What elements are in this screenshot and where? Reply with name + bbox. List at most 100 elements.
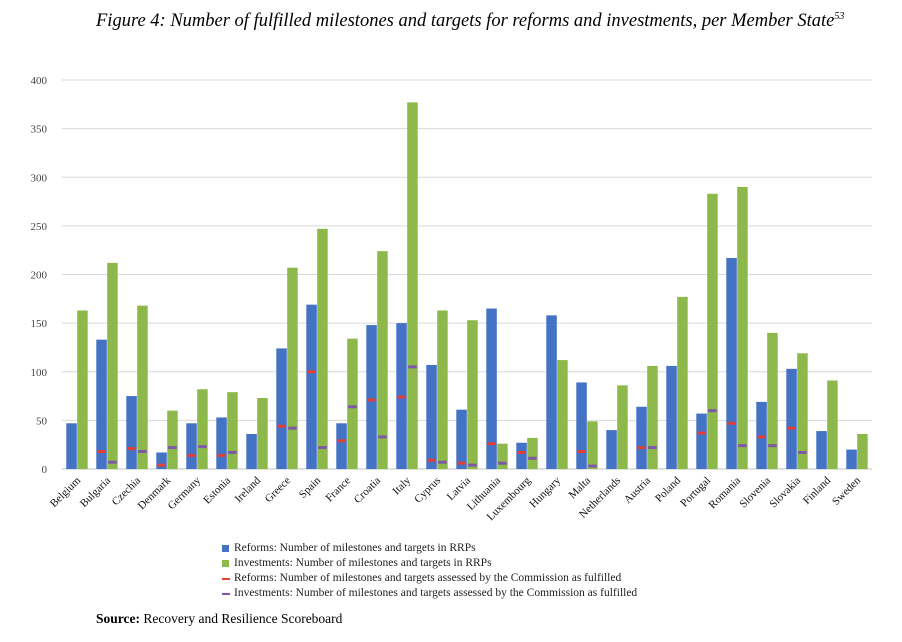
bar-reforms — [606, 430, 617, 469]
bars — [66, 102, 868, 470]
x-tick-label: Latvia — [445, 475, 473, 503]
bar-investments — [317, 228, 328, 469]
x-tick-label: Estonia — [201, 475, 233, 507]
bar-investments — [437, 310, 448, 469]
bar-investments — [797, 353, 808, 469]
gridlines — [62, 79, 872, 470]
marker-investments-fulfilled — [528, 456, 537, 460]
marker-reforms-fulfilled — [307, 370, 316, 374]
marker-reforms-fulfilled — [637, 446, 646, 450]
legend-label-investments-fulfilled: Investments: Number of milestones and ta… — [234, 587, 638, 599]
figure-title: Figure 4: Number of fulfilled milestones… — [96, 10, 876, 32]
bar-investments — [707, 193, 718, 469]
x-tick-label: Slovakia — [767, 475, 803, 511]
bar-investments — [137, 305, 148, 469]
x-tick-label: Malta — [566, 475, 593, 502]
y-tick-label: 400 — [31, 75, 48, 87]
source-text: Recovery and Resilience Scoreboard — [143, 611, 343, 626]
bar-investments — [407, 102, 418, 470]
marker-reforms-fulfilled — [517, 450, 526, 454]
marker-investments-fulfilled — [798, 450, 807, 454]
fulfilled-markers — [97, 365, 807, 468]
marker-investments-fulfilled — [138, 449, 147, 453]
x-axis-labels: BelgiumBulgariaCzechiaDenmarkGermanyEsto… — [48, 474, 864, 523]
marker-reforms-fulfilled — [127, 447, 136, 451]
y-tick-label: 50 — [36, 415, 48, 427]
marker-reforms-fulfilled — [217, 453, 226, 457]
marker-reforms-fulfilled — [757, 435, 766, 439]
bar-reforms — [516, 442, 527, 469]
bar-investments — [77, 310, 88, 469]
x-tick-label: Italy — [390, 474, 413, 497]
bar-investments — [167, 410, 178, 469]
x-tick-label: Romania — [707, 475, 744, 512]
marker-reforms-fulfilled — [337, 439, 346, 443]
marker-reforms-fulfilled — [787, 426, 796, 430]
marker-reforms-fulfilled — [397, 395, 406, 399]
y-tick-label: 200 — [31, 270, 48, 282]
bar-investments — [377, 251, 388, 469]
x-tick-label: Austria — [622, 475, 653, 506]
x-tick-label: Germany — [166, 474, 204, 512]
bar-reforms — [306, 304, 317, 469]
bar-investments — [497, 443, 508, 469]
marker-investments-fulfilled — [228, 450, 237, 454]
marker-investments-fulfilled — [768, 444, 777, 448]
marker-investments-fulfilled — [708, 409, 717, 413]
x-tick-label: Finland — [801, 474, 834, 507]
marker-investments-fulfilled — [318, 446, 327, 450]
bar-investments — [737, 186, 748, 469]
marker-investments-fulfilled — [408, 365, 417, 369]
y-tick-label: 0 — [42, 464, 48, 476]
marker-reforms-fulfilled — [367, 398, 376, 402]
y-tick-label: 150 — [31, 318, 48, 330]
bar-reforms — [816, 431, 827, 469]
marker-investments-fulfilled — [108, 460, 117, 464]
bar-reforms — [336, 423, 347, 469]
legend-item-reforms: Reforms: Number of milestones and target… — [222, 541, 637, 556]
marker-investments-fulfilled — [438, 460, 447, 464]
x-tick-label: Spain — [297, 474, 324, 501]
bar-investments — [587, 421, 598, 469]
bar-reforms — [426, 364, 437, 469]
bar-investments — [467, 320, 478, 469]
marker-investments-fulfilled — [348, 405, 357, 409]
legend-item-investments-fulfilled: Investments: Number of milestones and ta… — [222, 586, 637, 601]
marker-investments-fulfilled — [468, 463, 477, 467]
legend-swatch-reforms-fulfilled — [222, 577, 230, 580]
bar-reforms — [96, 339, 107, 469]
bar-investments — [647, 365, 658, 469]
bar-reforms — [576, 382, 587, 469]
bar-reforms — [456, 409, 467, 469]
y-tick-label: 100 — [31, 367, 48, 379]
bar-reforms — [546, 315, 557, 469]
bar-reforms — [276, 348, 287, 469]
source-note: Source: Recovery and Resilience Scoreboa… — [96, 611, 342, 627]
legend-label-reforms: Reforms: Number of milestones and target… — [234, 542, 476, 554]
bar-reforms — [846, 449, 857, 469]
bar-investments — [557, 360, 568, 469]
legend-label-reforms-fulfilled: Reforms: Number of milestones and target… — [234, 572, 622, 584]
bar-reforms — [786, 368, 797, 469]
y-axis-ticks: 0 50 100 150 200 250 300 350 400 — [31, 75, 48, 476]
bar-investments — [107, 262, 118, 469]
marker-reforms-fulfilled — [187, 453, 196, 457]
bar-investments — [347, 338, 358, 469]
y-tick-label: 250 — [31, 221, 48, 233]
legend: Reforms: Number of milestones and target… — [222, 541, 637, 601]
footnote-marker: 53 — [834, 10, 845, 22]
bar-investments — [677, 296, 688, 469]
marker-reforms-fulfilled — [97, 449, 106, 453]
bar-investments — [527, 437, 538, 469]
marker-reforms-fulfilled — [727, 421, 736, 425]
x-tick-label: Sweden — [830, 474, 863, 507]
marker-investments-fulfilled — [648, 446, 657, 450]
legend-item-investments: Investments: Number of milestones and ta… — [222, 556, 637, 571]
figure-title-text: Figure 4: Number of fulfilled milestones… — [96, 11, 835, 31]
source-label: Source: — [96, 611, 140, 626]
bar-reforms — [696, 413, 707, 469]
bar-reforms — [366, 325, 377, 469]
marker-reforms-fulfilled — [697, 431, 706, 435]
bar-reforms — [216, 417, 227, 469]
